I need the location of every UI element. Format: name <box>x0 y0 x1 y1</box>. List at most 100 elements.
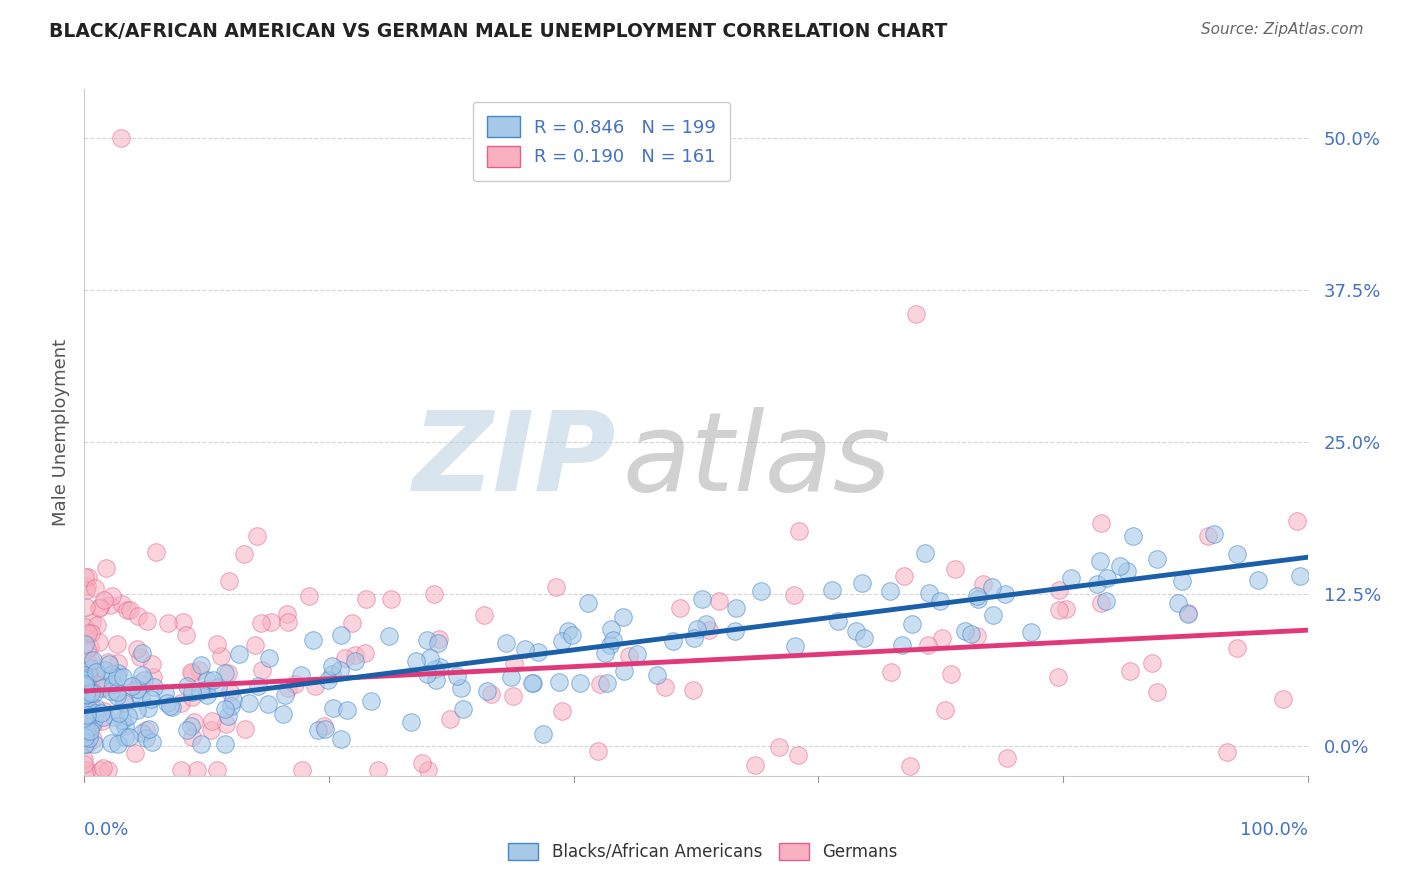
Point <box>891 639 914 653</box>
Point <box>73 738 96 752</box>
Point <box>367 763 389 777</box>
Point <box>145 545 167 559</box>
Point <box>222 693 245 707</box>
Point <box>174 628 197 642</box>
Point <box>1271 691 1294 706</box>
Point <box>127 703 149 717</box>
Point <box>100 736 122 750</box>
Point <box>127 642 149 657</box>
Point <box>215 716 238 731</box>
Point <box>599 638 621 652</box>
Point <box>914 546 936 560</box>
Point <box>993 587 1015 601</box>
Point <box>589 677 612 691</box>
Text: ZIP: ZIP <box>413 407 616 514</box>
Point <box>1146 685 1168 699</box>
Point <box>181 685 204 699</box>
Point <box>75 688 97 702</box>
Point <box>1090 516 1112 530</box>
Point <box>75 637 97 651</box>
Point <box>290 668 312 682</box>
Point <box>429 660 451 674</box>
Point <box>1046 670 1069 684</box>
Point <box>114 719 136 733</box>
Point <box>135 731 157 746</box>
Point <box>89 681 111 696</box>
Point <box>77 731 100 746</box>
Point <box>131 726 153 740</box>
Point <box>619 649 641 664</box>
Point <box>917 638 939 652</box>
Point <box>80 686 103 700</box>
Point <box>111 597 134 611</box>
Point <box>82 717 104 731</box>
Point <box>205 763 228 777</box>
Point <box>103 710 125 724</box>
Point <box>105 670 128 684</box>
Point <box>108 706 131 721</box>
Point <box>233 722 256 736</box>
Point <box>73 679 96 693</box>
Point <box>128 675 150 690</box>
Point <box>972 577 994 591</box>
Point <box>201 673 224 688</box>
Point <box>503 656 526 670</box>
Point <box>76 680 98 694</box>
Point <box>260 615 283 629</box>
Point <box>852 631 875 645</box>
Point <box>75 763 97 777</box>
Point <box>91 710 114 724</box>
Point <box>821 583 844 598</box>
Point <box>117 709 139 723</box>
Point <box>183 714 205 729</box>
Point <box>76 641 98 656</box>
Point <box>612 610 634 624</box>
Point <box>900 617 922 632</box>
Point <box>257 697 280 711</box>
Point <box>76 668 98 682</box>
Point <box>1197 529 1219 543</box>
Point <box>725 600 748 615</box>
Point <box>205 637 228 651</box>
Point <box>682 683 704 698</box>
Point <box>76 708 98 723</box>
Point <box>724 624 747 638</box>
Point <box>207 680 229 694</box>
Point <box>495 636 517 650</box>
Text: 100.0%: 100.0% <box>1240 821 1308 838</box>
Point <box>75 724 97 739</box>
Point <box>73 671 96 685</box>
Text: 0.0%: 0.0% <box>84 821 129 838</box>
Point <box>246 529 269 543</box>
Point <box>138 701 160 715</box>
Point <box>107 719 129 733</box>
Point <box>103 677 125 691</box>
Point <box>217 708 239 723</box>
Point <box>304 679 326 693</box>
Point <box>135 615 157 629</box>
Point <box>423 663 446 677</box>
Point <box>195 688 218 702</box>
Point <box>218 574 240 589</box>
Point <box>90 706 112 720</box>
Point <box>73 668 96 682</box>
Point <box>80 661 103 675</box>
Point <box>342 615 364 630</box>
Point <box>1177 607 1199 621</box>
Point <box>128 683 150 698</box>
Point <box>188 684 211 698</box>
Point <box>690 592 713 607</box>
Point <box>1019 625 1042 640</box>
Point <box>82 653 104 667</box>
Point <box>100 589 122 603</box>
Point <box>124 746 146 760</box>
Point <box>321 666 343 681</box>
Point <box>953 624 976 638</box>
Point <box>966 630 988 644</box>
Point <box>1171 574 1194 588</box>
Point <box>851 575 873 590</box>
Point <box>139 691 162 706</box>
Point <box>91 714 114 728</box>
Point <box>1216 745 1239 759</box>
Point <box>967 592 990 607</box>
